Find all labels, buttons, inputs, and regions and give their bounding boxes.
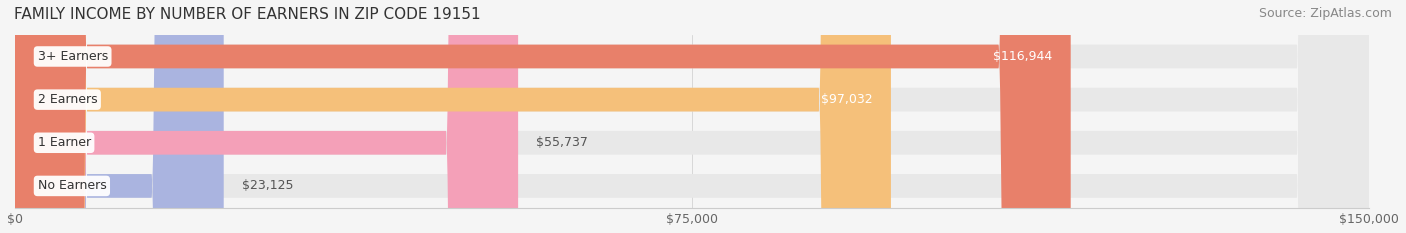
Text: FAMILY INCOME BY NUMBER OF EARNERS IN ZIP CODE 19151: FAMILY INCOME BY NUMBER OF EARNERS IN ZI… — [14, 7, 481, 22]
FancyBboxPatch shape — [15, 0, 1369, 233]
Text: $55,737: $55,737 — [536, 136, 588, 149]
Text: Source: ZipAtlas.com: Source: ZipAtlas.com — [1258, 7, 1392, 20]
Text: $97,032: $97,032 — [821, 93, 873, 106]
Text: No Earners: No Earners — [38, 179, 107, 192]
FancyBboxPatch shape — [15, 0, 1071, 233]
FancyBboxPatch shape — [15, 0, 1369, 233]
FancyBboxPatch shape — [15, 0, 1369, 233]
FancyBboxPatch shape — [15, 0, 224, 233]
Text: 3+ Earners: 3+ Earners — [38, 50, 108, 63]
FancyBboxPatch shape — [15, 0, 519, 233]
FancyBboxPatch shape — [15, 0, 1369, 233]
Text: 1 Earner: 1 Earner — [38, 136, 90, 149]
Text: $23,125: $23,125 — [242, 179, 294, 192]
FancyBboxPatch shape — [15, 0, 891, 233]
Text: 2 Earners: 2 Earners — [38, 93, 97, 106]
Text: $116,944: $116,944 — [994, 50, 1053, 63]
